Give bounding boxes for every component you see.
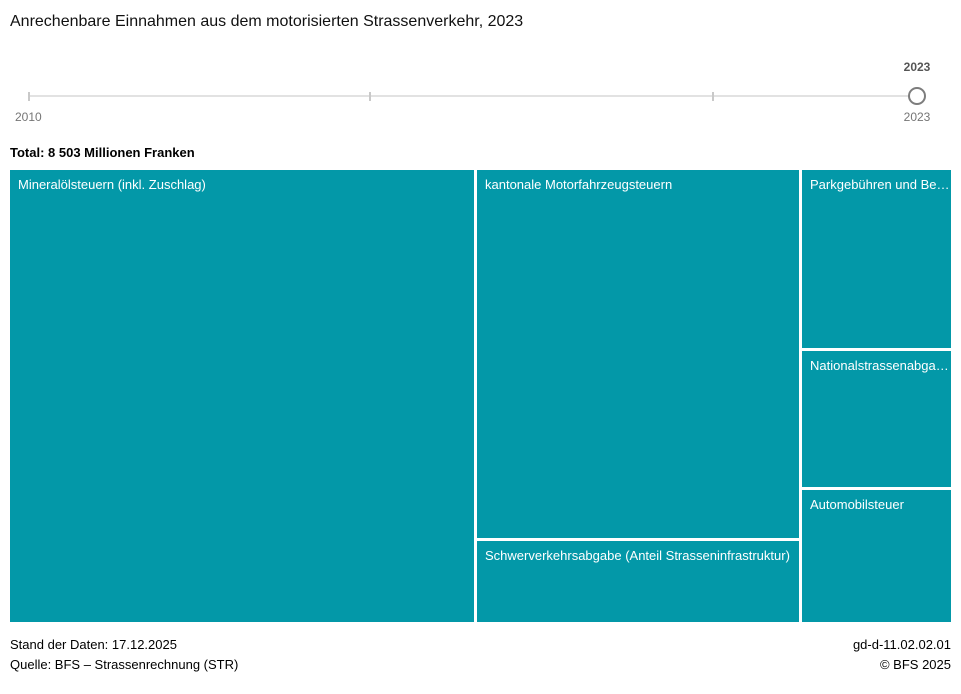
page-title: Anrechenbare Einnahmen aus dem motorisie…: [10, 13, 524, 30]
footer-copyright: © BFS 2025: [879, 657, 951, 672]
slider-tick: [369, 92, 371, 101]
slider-selected-year-label: 2023: [903, 60, 931, 74]
slider-tick: [712, 92, 714, 101]
treemap-block-schwerverkehrsabgabe[interactable]: Schwerverkehrsabgabe (Anteil Strasseninf…: [477, 541, 799, 622]
footer-data-status: Stand der Daten: 17.12.2025: [10, 637, 177, 652]
treemap-block-mineraloelsteuern[interactable]: Mineralölsteuern (inkl. Zuschlag): [10, 170, 474, 622]
footer-reference-number: gd-d-11.02.02.01: [852, 637, 951, 652]
treemap-chart: Mineralölsteuern (inkl. Zuschlag) kanton…: [10, 170, 951, 622]
slider-max-year-label: 2023: [903, 110, 931, 124]
timeline-slider-track[interactable]: [30, 95, 918, 97]
total-label: Total: 8 503 Millionen Franken: [10, 145, 195, 160]
slider-tick: [28, 92, 30, 101]
treemap-block-parkgebuehren[interactable]: Parkgebühren und Be…: [802, 170, 951, 348]
timeline-slider-handle[interactable]: [908, 87, 926, 105]
treemap-block-kantonale-motorfahrzeugsteuern[interactable]: kantonale Motorfahrzeugsteuern: [477, 170, 799, 538]
treemap-block-nationalstrassenabgabe[interactable]: Nationalstrassenabga…: [802, 351, 951, 487]
treemap-block-automobilsteuer[interactable]: Automobilsteuer: [802, 490, 951, 622]
footer-source: Quelle: BFS – Strassenrechnung (STR): [10, 657, 239, 672]
slider-min-year-label: 2010: [15, 110, 42, 124]
